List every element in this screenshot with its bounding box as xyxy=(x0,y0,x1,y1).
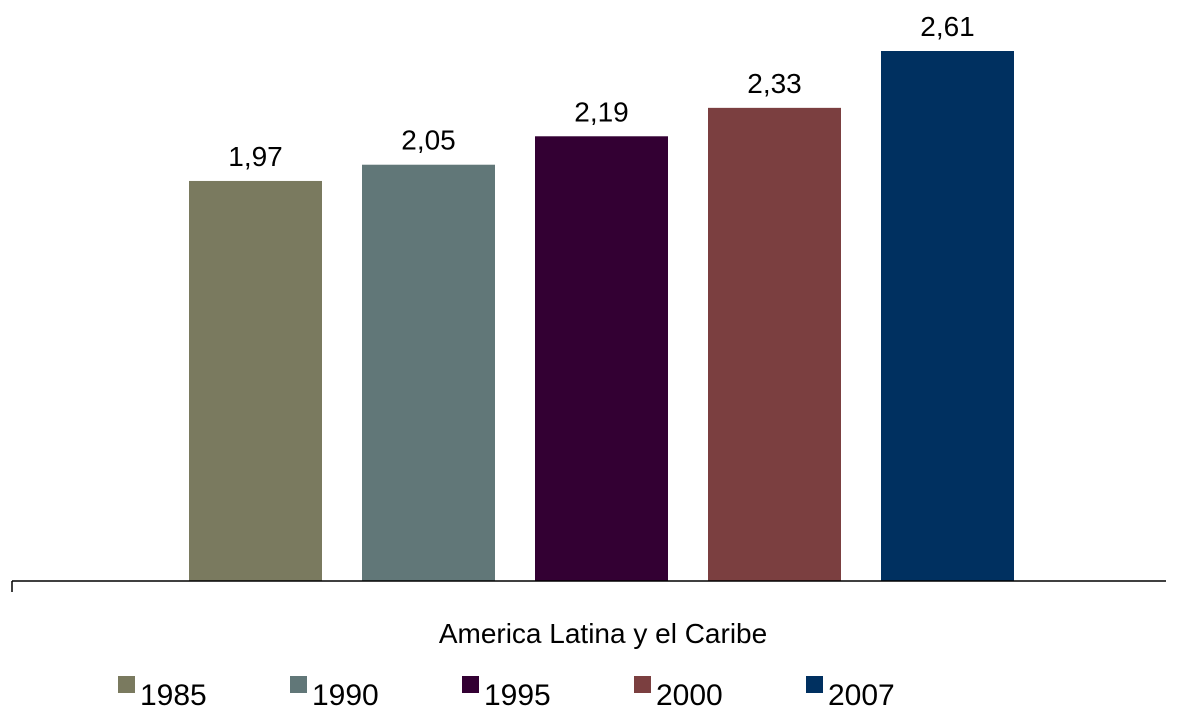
bar-2007 xyxy=(881,51,1014,581)
legend-label-2007: 2007 xyxy=(828,679,895,712)
legend-label-2000: 2000 xyxy=(656,679,723,712)
value-label-2007: 2,61 xyxy=(920,11,975,42)
bars-group xyxy=(189,51,1014,582)
legend-swatch-2000 xyxy=(634,676,651,693)
value-label-1995: 2,19 xyxy=(574,96,629,127)
legend-swatch-1985 xyxy=(118,676,135,693)
legend-item-2007: 2007 xyxy=(806,676,895,712)
value-label-2000: 2,33 xyxy=(747,68,802,99)
legend-swatch-1995 xyxy=(462,676,479,693)
bar-1990 xyxy=(362,164,495,581)
legend-label-1995: 1995 xyxy=(484,679,551,712)
legend-item-2000: 2000 xyxy=(634,676,723,712)
legend-item-1990: 1990 xyxy=(290,676,379,712)
value-label-1985: 1,97 xyxy=(228,141,283,172)
bar-1995 xyxy=(535,136,668,581)
legend-swatch-2007 xyxy=(806,676,823,693)
legend-item-1995: 1995 xyxy=(462,676,551,712)
bar-1985 xyxy=(189,180,322,582)
legend-label-1985: 1985 xyxy=(140,679,207,712)
legend-label-1990: 1990 xyxy=(312,679,379,712)
legend-item-1985: 1985 xyxy=(118,676,207,712)
legend: 1985 1990 1995 2000 2007 xyxy=(118,676,895,712)
value-label-1990: 2,05 xyxy=(401,125,456,156)
bar-2000 xyxy=(708,107,841,581)
category-label: America Latina y el Caribe xyxy=(439,618,767,649)
value-labels-group: 1,97 2,05 2,19 2,33 2,61 xyxy=(228,11,975,172)
legend-swatch-1990 xyxy=(290,676,307,693)
